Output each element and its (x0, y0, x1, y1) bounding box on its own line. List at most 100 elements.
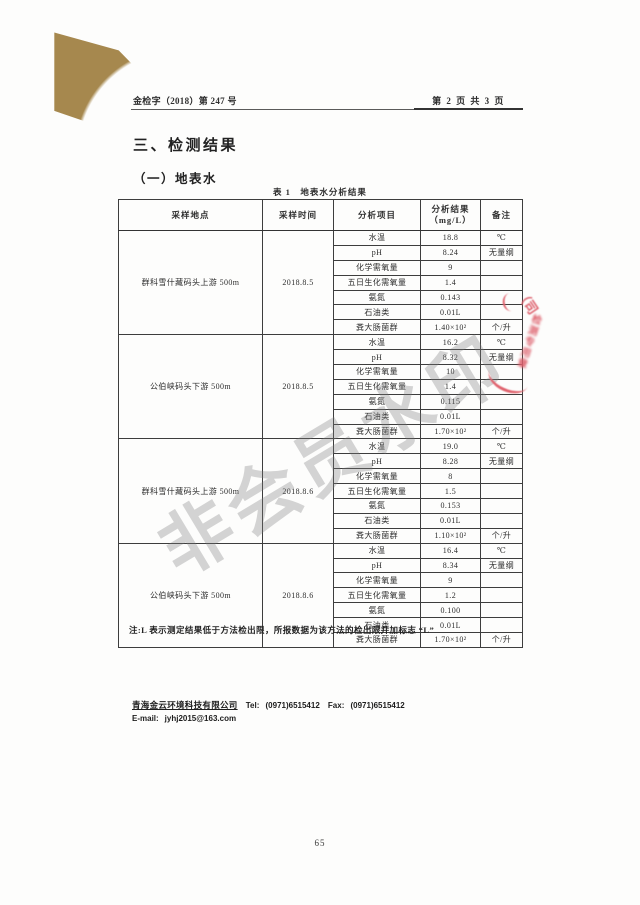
analysis-item: pH (333, 244, 421, 261)
table-row: 群科雪什藏码头上游 500m 2018.8.5 水温 18.8 ℃ (118, 229, 523, 336)
remark-unit (480, 259, 523, 276)
sample-date: 2018.8.6 (262, 542, 334, 648)
remark-unit (480, 498, 523, 514)
sample-date: 2018.8.5 (262, 229, 334, 336)
remark-unit: 个/升 (480, 423, 523, 440)
table-row: 石油类 0.01L (119, 617, 523, 634)
analysis-item: 五日生化需氧量 (333, 378, 421, 395)
table-row: 化学需氧量 8 (119, 468, 523, 485)
page-number: 65 (314, 838, 326, 848)
table-row: 石油类 0.01L (119, 408, 523, 425)
analysis-value: 16.4 (420, 542, 481, 559)
footer-email-line: E-mail: jyhj2015@163.com (132, 714, 236, 723)
subsection-title: （一）地表水 (133, 172, 218, 186)
remark-unit (480, 408, 523, 425)
document-number: 金检字（2018）第 247 号 (133, 96, 237, 106)
remark-unit (480, 468, 523, 485)
analysis-value: 1.10×10² (420, 527, 481, 544)
table-footnote: 注:L 表示测定结果低于方法检出限，所报数据为该方法的检出限并加标志 “L” (129, 625, 435, 635)
analysis-item: 水温 (333, 438, 421, 455)
sample-location: 群科雪什藏码头上游 500m (118, 229, 263, 336)
analysis-item: 粪大肠菌群 (333, 319, 421, 336)
table-row: 氨氮 0.115 (119, 393, 523, 410)
table-row: 粪大肠菌群 1.10×10² 个/升 (119, 527, 523, 544)
table-row: 五日生化需氧量 1.4 (119, 274, 523, 291)
remark-unit (480, 378, 523, 395)
remark-unit: 无量纲 (480, 557, 523, 574)
sample-location: 公伯峡码头下游 500m (118, 334, 263, 440)
analysis-item: 水温 (333, 334, 421, 351)
remark-unit: ℃ (480, 230, 523, 246)
email-address: jyhj2015@163.com (164, 714, 237, 723)
analysis-value: 19.0 (420, 438, 481, 455)
analysis-value: 8.32 (420, 349, 481, 366)
tel-number: (0971)6515412 (265, 701, 320, 710)
header-rule (131, 109, 523, 110)
analysis-value: 1.2 (420, 587, 481, 604)
analysis-item: 化学需氧量 (333, 364, 421, 380)
footer-contact-line: 青海金云环境科技有限公司 Tel: (0971)6515412 Fax: (09… (132, 699, 405, 711)
table-row: 五日生化需氧量 1.2 (119, 587, 523, 604)
sample-location: 公伯峡码头下游 500m (118, 542, 263, 648)
analysis-value: 9 (420, 572, 481, 589)
section-title: 三、检测结果 (133, 138, 239, 154)
remark-unit: ℃ (480, 334, 523, 351)
col-header-result: 分析结果 （mg/L） (420, 199, 481, 231)
col-header-remark: 备注 (480, 199, 523, 231)
company-name: 青海金云环境科技有限公司 (132, 700, 238, 710)
analysis-value: 0.100 (420, 602, 481, 619)
remark-unit: 无量纲 (480, 244, 523, 261)
col-header-result-label: 分析结果 (431, 204, 470, 214)
sample-date: 2018.8.6 (262, 438, 334, 544)
fax-number: (0971)6515412 (350, 701, 405, 710)
analysis-item: 粪大肠菌群 (333, 423, 421, 440)
analysis-value: 8.24 (420, 244, 481, 261)
fax-label: Fax: (327, 701, 345, 710)
table-row: 群科雪什藏码头上游 500m 2018.8.6 水温 19.0 ℃ (118, 438, 523, 544)
table-row: 石油类 0.01L (119, 512, 523, 529)
remark-unit: 个/升 (480, 527, 523, 544)
col-header-location: 采样地点 (118, 199, 263, 231)
remark-unit: ℃ (480, 438, 523, 455)
remark-unit (480, 572, 523, 589)
analysis-item: 粪大肠菌群 (333, 527, 421, 544)
remark-unit: 个/升 (480, 632, 523, 648)
analysis-item: 水温 (333, 542, 421, 559)
col-header-item: 分析项目 (333, 199, 421, 231)
table-row: 粪大肠菌群 1.40×10² 个/升 (119, 319, 523, 336)
sample-location: 群科雪什藏码头上游 500m (118, 438, 263, 544)
remark-unit: 无量纲 (480, 349, 523, 366)
analysis-value: 0.01L (420, 304, 481, 321)
page-indicator: 第 2 页 共 3 页 (432, 96, 505, 106)
analysis-item: pH (333, 453, 421, 470)
analysis-value: 0.01L (420, 408, 481, 425)
table-row: 五日生化需氧量 1.4 (119, 378, 523, 395)
analysis-item: 五日生化需氧量 (333, 587, 421, 604)
table-row: 公伯峡码头下游 500m 2018.8.5 水温 16.2 ℃ (118, 334, 523, 440)
analysis-item: 水温 (333, 230, 421, 246)
analysis-item: 氨氮 (333, 498, 421, 514)
table-row: pH 8.24 无量纲 (119, 244, 523, 261)
remark-unit (480, 617, 523, 634)
remark-unit (480, 289, 523, 306)
analysis-item: 五日生化需氧量 (333, 483, 421, 500)
table-row: 化学需氧量 10 (119, 364, 523, 380)
remark-unit (480, 602, 523, 619)
remark-unit (480, 512, 523, 529)
remark-unit (480, 364, 523, 380)
table-row: 氨氮 0.100 (119, 602, 523, 619)
analysis-item: 化学需氧量 (333, 572, 421, 589)
table-header-row: 采样地点 采样时间 分析项目 分析结果 （mg/L） 备注 (118, 199, 523, 231)
analysis-value: 0.115 (420, 393, 481, 410)
analysis-item: 化学需氧量 (333, 468, 421, 485)
table-row: 粪大肠菌群 1.70×10² 个/升 (119, 632, 523, 648)
analysis-item: 五日生化需氧量 (333, 274, 421, 291)
analysis-item: 石油类 (333, 408, 421, 425)
col-header-result-unit: （mg/L） (429, 215, 472, 225)
table-row: 化学需氧量 9 (119, 572, 523, 589)
analysis-value: 8.28 (420, 453, 481, 470)
table-row: 五日生化需氧量 1.5 (119, 483, 523, 500)
analysis-item: 石油类 (333, 512, 421, 529)
analysis-value: 8.34 (420, 557, 481, 574)
analysis-item: 氨氮 (333, 602, 421, 619)
